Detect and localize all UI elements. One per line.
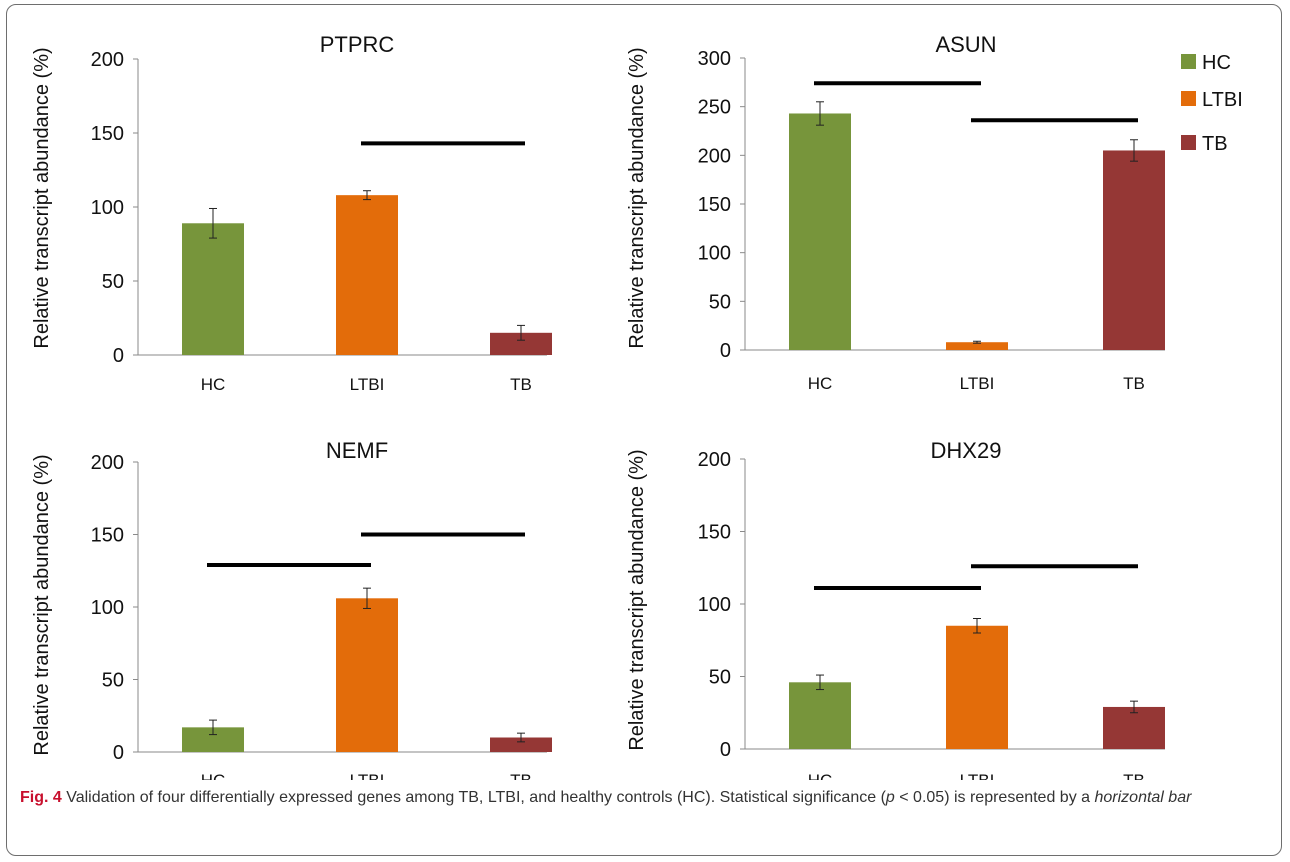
bar-tb — [1103, 706, 1165, 749]
y-axis-title: Relative transcript abundance (%) — [626, 47, 648, 348]
category-label: TB — [1123, 771, 1145, 780]
chart-title: NEMF — [326, 438, 388, 463]
legend-swatch-tb — [1181, 135, 1196, 150]
figure-panels: 0 50 100 150 200 Relative transcript abundanc… — [31, 32, 1243, 780]
y-tick-label: 300 — [698, 48, 731, 70]
y-tick-label: 100 — [91, 197, 124, 219]
category-label: HC — [808, 771, 833, 780]
bar-ltbi — [336, 598, 398, 752]
bar-tb — [490, 332, 552, 355]
bar-hc — [789, 113, 851, 350]
y-tick-label: 0 — [720, 340, 731, 362]
y-tick-label: 0 — [720, 739, 731, 761]
category-label: LTBI — [960, 374, 995, 393]
y-tick-label: 50 — [102, 670, 124, 692]
caption-italic-tail: horizontal bar — [1094, 789, 1192, 806]
chart-title: PTPRC — [320, 32, 395, 57]
caption-text-b: < 0.05) is represented by a — [894, 789, 1095, 806]
category-label: HC — [201, 771, 226, 780]
y-tick-label: 50 — [709, 291, 731, 313]
y-tick-label: 0 — [113, 742, 124, 764]
y-tick-label: 200 — [91, 452, 124, 474]
bar-hc — [789, 682, 851, 749]
y-tick-label: 200 — [91, 49, 124, 71]
category-label: HC — [201, 375, 226, 394]
y-axis-title: Relative transcript abundance (%) — [31, 47, 53, 348]
legend-swatch-ltbi — [1181, 91, 1196, 106]
caption-p-symbol: p — [885, 789, 895, 806]
bar-hc — [182, 223, 244, 355]
chart-title: DHX29 — [931, 438, 1002, 463]
chart-panel-nemf: 0 50 100 150 200 Relative transcript abundanc… — [31, 438, 552, 780]
y-tick-label: 150 — [698, 522, 731, 544]
category-label: HC — [808, 374, 833, 393]
bar-ltbi — [946, 342, 1008, 350]
bar-tb — [1103, 150, 1165, 350]
category-label: TB — [510, 771, 532, 780]
category-label: TB — [1123, 374, 1145, 393]
y-axis-title: Relative transcript abundance (%) — [31, 454, 53, 755]
bar-tb — [490, 737, 552, 752]
legend-label: TB — [1202, 133, 1228, 155]
chart-title: ASUN — [935, 32, 996, 57]
y-tick-label: 50 — [102, 271, 124, 293]
caption-text-a: Validation of four differentially expres… — [61, 789, 886, 806]
y-tick-label: 150 — [91, 525, 124, 547]
chart-panel-asun: 0 50 100 150 200 250 300 Relative transcript ab… — [626, 32, 1165, 393]
chart-panel-ptprc: 0 50 100 150 200 Relative transcript abundanc… — [31, 32, 552, 394]
category-label: TB — [510, 375, 532, 394]
category-label: LTBI — [350, 375, 385, 394]
y-tick-label: 150 — [91, 123, 124, 145]
y-tick-label: 250 — [698, 97, 731, 119]
legend-label: LTBI — [1202, 89, 1243, 111]
y-tick-label: 200 — [698, 145, 731, 167]
y-tick-label: 100 — [91, 597, 124, 619]
chart-panel-dhx29: 0 50 100 150 200 Relative transcript abundanc… — [626, 438, 1165, 780]
bar-ltbi — [946, 625, 1008, 749]
y-tick-label: 100 — [698, 243, 731, 265]
category-label: LTBI — [960, 771, 995, 780]
caption-label: Fig. 4 — [20, 789, 62, 806]
legend-swatch-hc — [1181, 54, 1196, 69]
chart-legend: HC LTBI TB — [1181, 52, 1243, 155]
y-tick-label: 0 — [113, 345, 124, 367]
y-tick-label: 50 — [709, 667, 731, 689]
y-tick-label: 100 — [698, 594, 731, 616]
figure-caption: Fig. 4 Validation of four differentially… — [20, 784, 1270, 811]
figure-frame — [6, 4, 1282, 856]
category-label: LTBI — [350, 771, 385, 780]
bar-ltbi — [336, 195, 398, 355]
y-tick-label: 200 — [698, 449, 731, 471]
y-tick-label: 150 — [698, 194, 731, 216]
y-axis-title: Relative transcript abundance (%) — [626, 449, 648, 750]
legend-label: HC — [1202, 52, 1231, 74]
